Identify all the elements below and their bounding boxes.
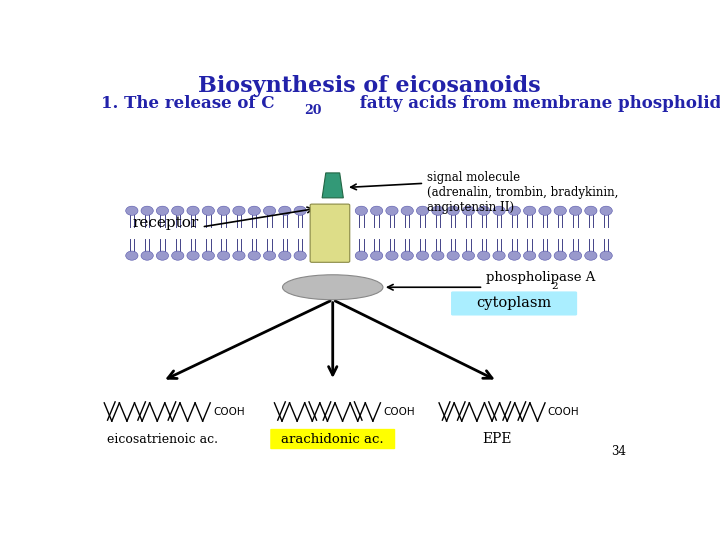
Circle shape <box>386 206 398 215</box>
Circle shape <box>279 251 291 260</box>
Circle shape <box>600 206 612 215</box>
Circle shape <box>248 251 261 260</box>
Circle shape <box>126 251 138 260</box>
Circle shape <box>141 251 153 260</box>
Circle shape <box>493 251 505 260</box>
Circle shape <box>508 206 521 215</box>
Circle shape <box>233 206 245 215</box>
Circle shape <box>355 251 367 260</box>
Circle shape <box>416 206 428 215</box>
Circle shape <box>508 251 521 260</box>
Circle shape <box>233 251 245 260</box>
Circle shape <box>585 206 597 215</box>
Circle shape <box>432 251 444 260</box>
Circle shape <box>570 251 582 260</box>
FancyBboxPatch shape <box>310 204 350 262</box>
Circle shape <box>371 206 383 215</box>
Circle shape <box>539 251 551 260</box>
Circle shape <box>187 251 199 260</box>
Text: Biosynthesis of eicosanoids: Biosynthesis of eicosanoids <box>198 75 540 97</box>
Circle shape <box>401 206 413 215</box>
Text: COOH: COOH <box>548 407 580 417</box>
FancyBboxPatch shape <box>451 292 577 315</box>
Circle shape <box>401 251 413 260</box>
Ellipse shape <box>282 275 383 300</box>
Text: arachidonic ac.: arachidonic ac. <box>282 433 384 446</box>
Circle shape <box>477 206 490 215</box>
Text: phospholipase A: phospholipase A <box>486 271 595 284</box>
Circle shape <box>447 206 459 215</box>
Circle shape <box>355 206 367 215</box>
Circle shape <box>171 206 184 215</box>
Circle shape <box>493 206 505 215</box>
Circle shape <box>187 206 199 215</box>
Circle shape <box>462 251 474 260</box>
Text: signal molecule
(adrenalin, trombin, bradykinin,
angiotensin II): signal molecule (adrenalin, trombin, bra… <box>427 171 618 214</box>
Circle shape <box>202 206 215 215</box>
Text: EPE: EPE <box>482 432 512 446</box>
Text: 1. The release of C: 1. The release of C <box>101 96 274 112</box>
Circle shape <box>523 206 536 215</box>
Circle shape <box>585 251 597 260</box>
Circle shape <box>554 251 567 260</box>
Circle shape <box>477 251 490 260</box>
Text: 2: 2 <box>552 281 558 291</box>
Circle shape <box>554 206 567 215</box>
Circle shape <box>264 251 276 260</box>
Circle shape <box>523 251 536 260</box>
Circle shape <box>279 206 291 215</box>
Circle shape <box>248 206 261 215</box>
Circle shape <box>294 251 306 260</box>
Text: cytoplasm: cytoplasm <box>477 296 552 310</box>
Circle shape <box>570 206 582 215</box>
Circle shape <box>156 206 168 215</box>
Circle shape <box>294 206 306 215</box>
Circle shape <box>432 206 444 215</box>
Text: receptor: receptor <box>132 216 199 230</box>
Text: eicosatrienoic ac.: eicosatrienoic ac. <box>107 433 218 446</box>
Circle shape <box>171 251 184 260</box>
Text: COOH: COOH <box>383 407 415 417</box>
Circle shape <box>217 206 230 215</box>
Circle shape <box>416 251 428 260</box>
FancyBboxPatch shape <box>270 429 395 449</box>
Polygon shape <box>322 173 343 198</box>
Text: 34: 34 <box>611 445 626 458</box>
Circle shape <box>141 206 153 215</box>
Text: 20: 20 <box>304 104 321 117</box>
Circle shape <box>386 251 398 260</box>
Circle shape <box>539 206 551 215</box>
Circle shape <box>462 206 474 215</box>
Circle shape <box>217 251 230 260</box>
Circle shape <box>202 251 215 260</box>
Circle shape <box>126 206 138 215</box>
Circle shape <box>371 251 383 260</box>
Circle shape <box>600 251 612 260</box>
Text: COOH: COOH <box>213 407 245 417</box>
Circle shape <box>156 251 168 260</box>
Circle shape <box>264 206 276 215</box>
Text: fatty acids from membrane phospholids: fatty acids from membrane phospholids <box>354 96 720 112</box>
Circle shape <box>447 251 459 260</box>
